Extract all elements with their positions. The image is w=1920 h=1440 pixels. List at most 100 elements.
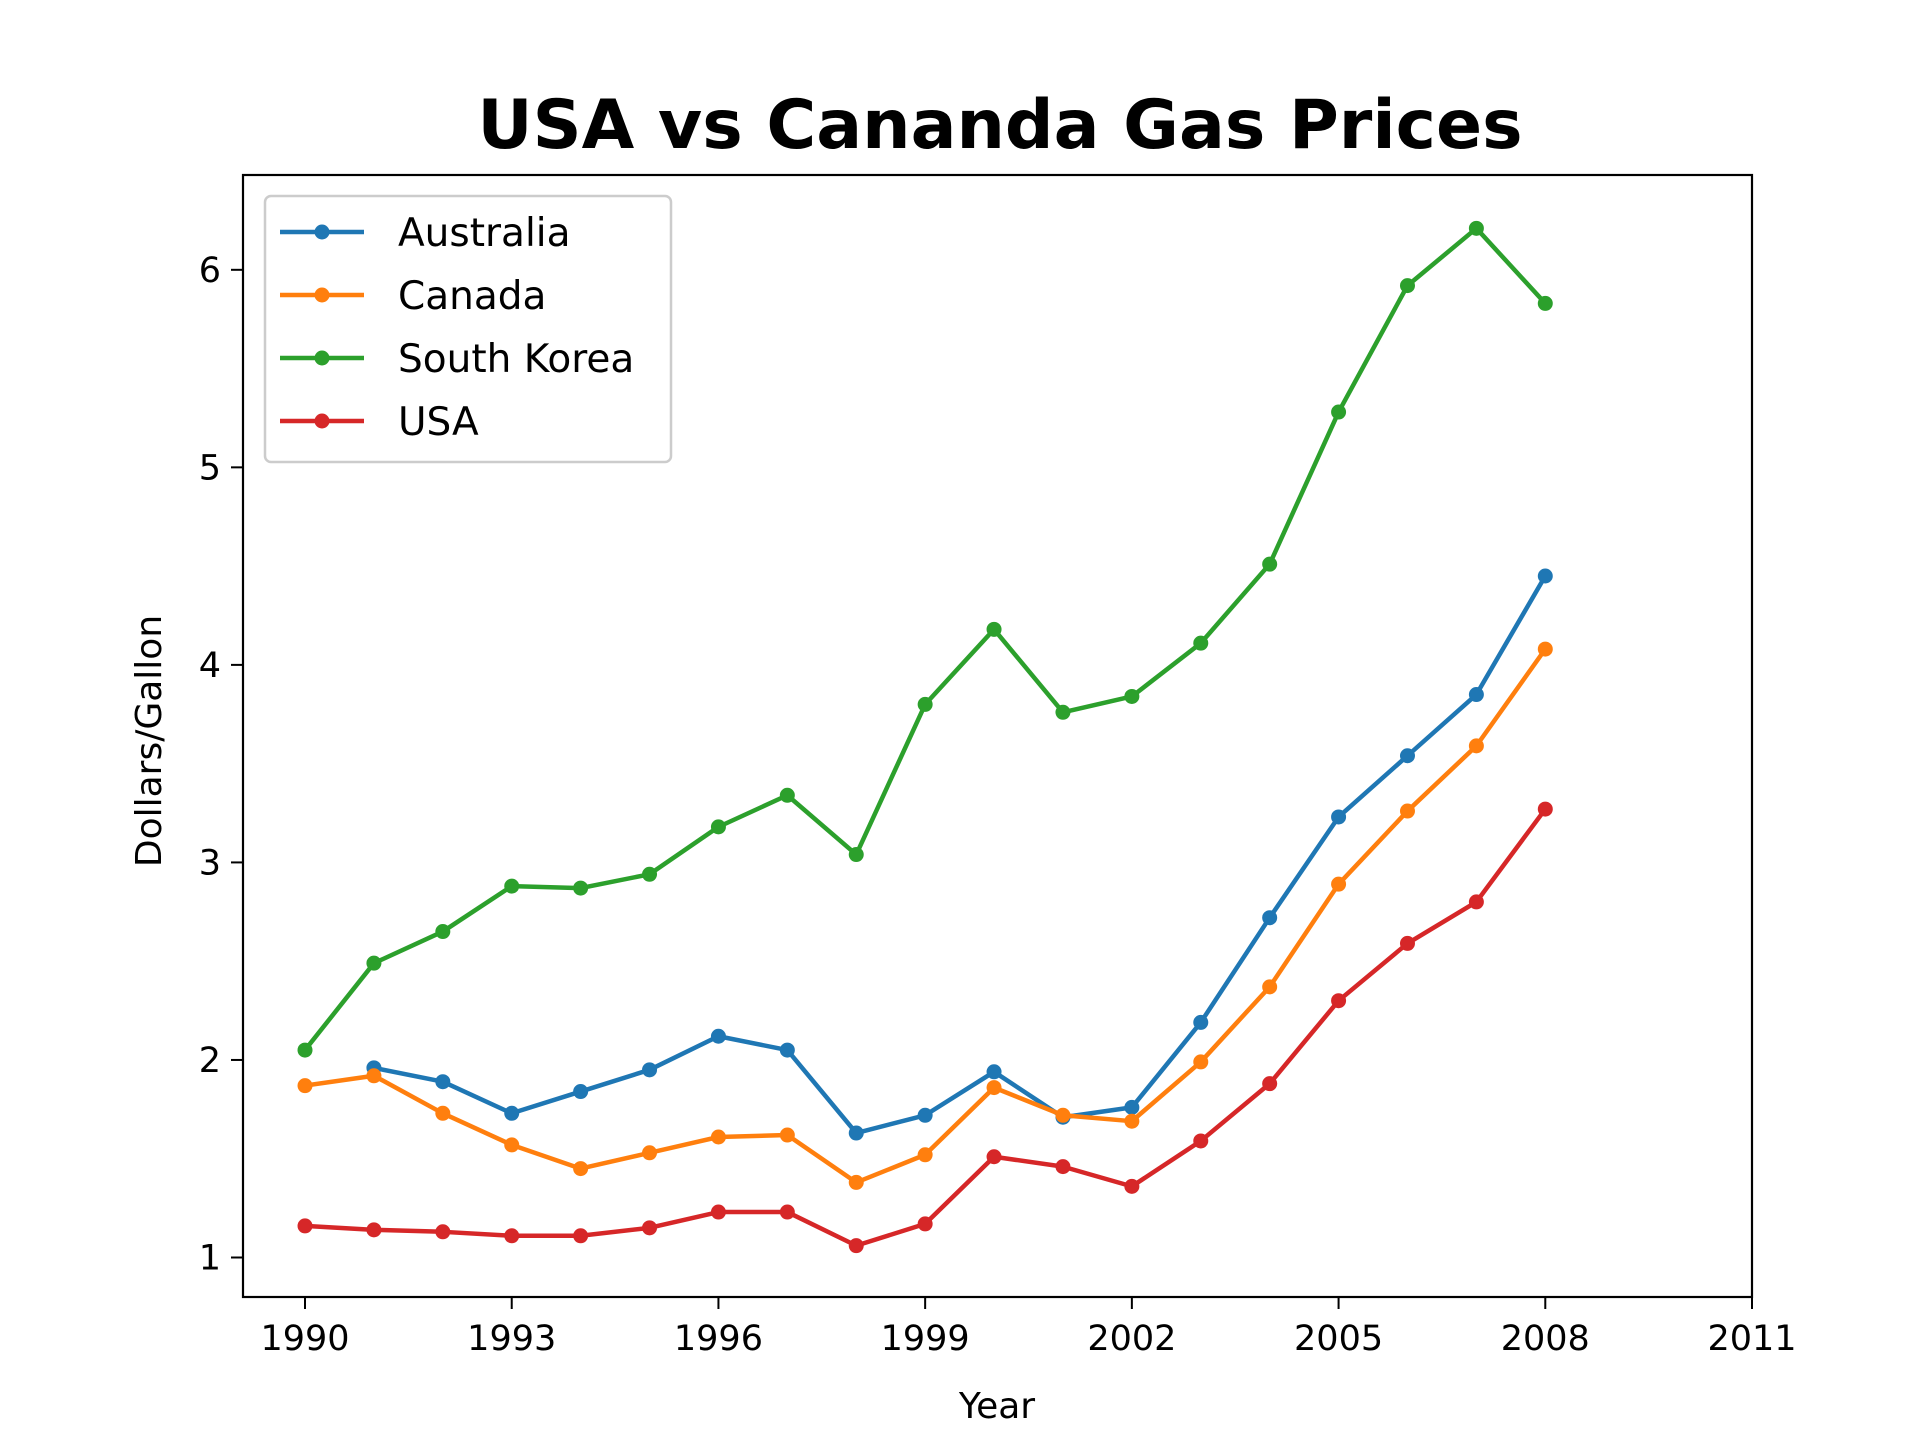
legend-item-canada: Canada — [280, 274, 546, 319]
legend-item-usa: USA — [280, 400, 479, 445]
data-point-canada — [1262, 979, 1278, 995]
data-point-usa — [779, 1204, 795, 1220]
x-tick-label: 1993 — [467, 1319, 556, 1359]
data-point-south-korea — [366, 955, 382, 971]
data-point-usa — [435, 1224, 451, 1240]
plot-frame — [241, 173, 1754, 1299]
data-point-usa — [1193, 1133, 1209, 1149]
y-tick-label: 2 — [199, 1041, 221, 1081]
data-point-usa — [1124, 1178, 1140, 1194]
legend-marker-usa — [314, 413, 330, 429]
data-point-south-korea — [1055, 704, 1071, 720]
x-axis-ticks: 1990 1993 1996 1999 2002 2005 2008 2011 — [260, 1297, 1797, 1359]
data-point-south-korea — [1399, 278, 1415, 294]
data-point-australia — [1468, 687, 1484, 703]
legend-item-australia: Australia — [280, 211, 571, 256]
data-point-canada — [1124, 1113, 1140, 1129]
data-point-canada — [504, 1137, 520, 1153]
data-point-south-korea — [917, 696, 933, 712]
data-point-australia — [1262, 910, 1278, 926]
data-point-australia — [1537, 568, 1553, 584]
data-point-australia — [573, 1084, 589, 1100]
data-point-usa — [917, 1216, 933, 1232]
data-point-canada — [297, 1078, 313, 1094]
data-point-usa — [504, 1228, 520, 1244]
data-point-canada — [917, 1147, 933, 1163]
data-point-canada — [1468, 738, 1484, 754]
data-point-australia — [917, 1107, 933, 1123]
legend-label-canada: Canada — [398, 274, 546, 319]
data-point-australia — [986, 1064, 1002, 1080]
data-point-usa — [710, 1204, 726, 1220]
legend-marker-canada — [314, 287, 330, 303]
data-point-australia — [504, 1105, 520, 1121]
series-layer — [297, 220, 1553, 1254]
data-point-canada — [848, 1174, 864, 1190]
legend-label-usa: USA — [398, 400, 479, 445]
y-axis-ticks: 1 2 3 4 5 6 — [199, 251, 243, 1278]
x-tick-label: 2002 — [1087, 1319, 1176, 1359]
y-tick-label: 1 — [199, 1238, 221, 1278]
y-tick-label: 5 — [199, 448, 221, 488]
series-usa — [297, 801, 1553, 1254]
data-point-usa — [1537, 801, 1553, 817]
legend-label-australia: Australia — [398, 211, 571, 256]
data-point-south-korea — [504, 878, 520, 894]
data-point-south-korea — [435, 924, 451, 940]
x-tick-label: 2005 — [1294, 1319, 1383, 1359]
data-point-canada — [642, 1145, 658, 1161]
data-point-canada — [1055, 1107, 1071, 1123]
data-point-canada — [779, 1127, 795, 1143]
data-point-south-korea — [848, 847, 864, 863]
data-point-australia — [642, 1062, 658, 1078]
data-point-australia — [435, 1074, 451, 1090]
data-point-canada — [1399, 803, 1415, 819]
x-axis-label: Year — [958, 1386, 1035, 1427]
x-tick-label: 2008 — [1501, 1319, 1590, 1359]
x-tick-label: 1996 — [674, 1319, 763, 1359]
data-point-australia — [710, 1028, 726, 1044]
data-point-australia — [1331, 809, 1347, 825]
y-tick-label: 6 — [199, 251, 221, 291]
data-point-canada — [710, 1129, 726, 1145]
legend-item-south-korea: South Korea — [280, 337, 634, 382]
data-point-usa — [1399, 935, 1415, 951]
chart-title: USA vs Cananda Gas Prices — [477, 86, 1522, 165]
data-point-usa — [1331, 993, 1347, 1009]
x-tick-label: 1990 — [260, 1319, 349, 1359]
legend-marker-australia — [314, 224, 330, 240]
data-point-australia — [1399, 748, 1415, 764]
x-tick-label: 1999 — [881, 1319, 970, 1359]
x-tick-label: 2011 — [1707, 1319, 1796, 1359]
y-axis-label: Dollars/Gallon — [129, 615, 170, 867]
legend-marker-south-korea — [314, 350, 330, 366]
series-south-korea — [297, 220, 1553, 1058]
data-point-usa — [986, 1149, 1002, 1165]
data-point-south-korea — [710, 819, 726, 835]
data-point-australia — [848, 1125, 864, 1141]
data-point-south-korea — [1537, 295, 1553, 311]
data-point-canada — [986, 1080, 1002, 1096]
data-point-south-korea — [1124, 688, 1140, 704]
data-point-australia — [1124, 1099, 1140, 1115]
data-point-canada — [1193, 1054, 1209, 1070]
legend: Australia Canada South Korea USA — [263, 194, 673, 464]
data-point-south-korea — [1193, 635, 1209, 651]
data-point-south-korea — [297, 1042, 313, 1058]
data-point-canada — [1331, 876, 1347, 892]
data-point-canada — [435, 1105, 451, 1121]
data-point-south-korea — [642, 866, 658, 882]
series-canada — [297, 641, 1553, 1190]
data-point-south-korea — [779, 787, 795, 803]
data-point-usa — [642, 1220, 658, 1236]
data-point-usa — [366, 1222, 382, 1238]
data-point-usa — [1262, 1076, 1278, 1092]
data-point-canada — [573, 1161, 589, 1177]
y-tick-label: 3 — [199, 843, 221, 883]
data-point-australia — [779, 1042, 795, 1058]
data-point-canada — [366, 1068, 382, 1084]
data-point-canada — [1537, 641, 1553, 657]
legend-box — [263, 194, 673, 464]
data-point-south-korea — [573, 880, 589, 896]
